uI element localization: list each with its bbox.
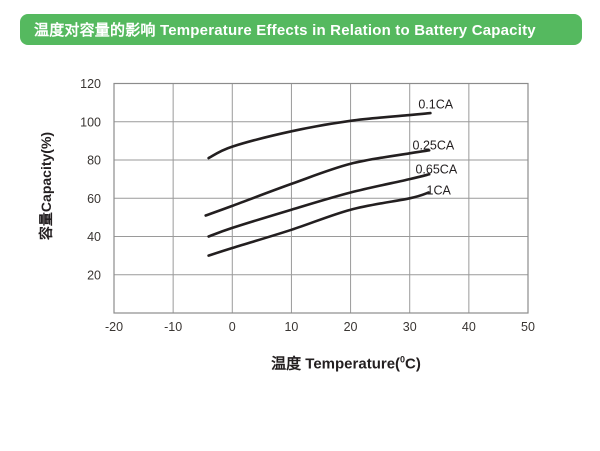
x-tick-label: 20 [344,320,358,334]
y-tick-label: 120 [80,77,101,91]
curve-label-0.25CA: 0.25CA [413,139,455,153]
x-tick-label: 40 [462,320,476,334]
y-tick-label: 60 [87,192,101,206]
x-axis-label: 温度 Temperature(0C) [271,353,421,374]
x-tick-label: 50 [521,320,535,334]
y-tick-label: 40 [87,230,101,244]
curve-label-0.1CA: 0.1CA [418,98,453,112]
curve-1CA [207,191,430,257]
curve-0.65CA [207,173,431,238]
y-tick-label: 100 [80,115,101,129]
x-axis-label-superscript: 0 [400,354,406,365]
y-tick-label: 80 [87,154,101,168]
header-banner: 温度对容量的影响 Temperature Effects in Relation… [20,14,582,45]
header-title: 温度对容量的影响 Temperature Effects in Relation… [34,22,536,39]
x-axis-label-unit: C) [405,355,421,373]
x-tick-label: 30 [403,320,417,334]
x-axis-label-text: 温度 Temperature( [271,355,401,373]
curve-0.25CA [204,149,431,217]
y-tick-label: 20 [87,268,101,282]
x-tick-label: 10 [284,320,298,334]
curve-label-0.65CA: 0.65CA [415,163,457,177]
x-tick-label: 0 [229,320,236,334]
curve-0.1CA [207,111,432,160]
x-tick-label: -10 [164,320,182,334]
curve-label-1CA: 1CA [427,184,452,198]
x-tick-label: -20 [105,320,123,334]
y-axis-label: 容量Capacity(%) [38,131,54,241]
plot-frame [113,82,529,314]
